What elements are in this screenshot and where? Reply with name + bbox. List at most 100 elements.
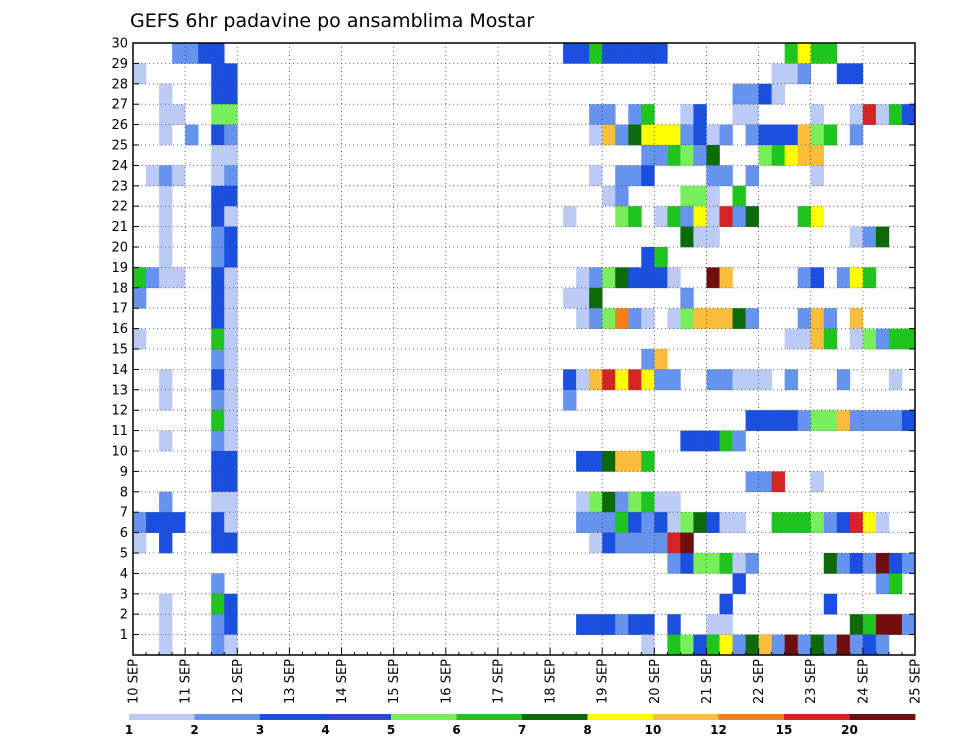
- heatmap-cell: [172, 43, 186, 64]
- heatmap-cell: [784, 43, 798, 64]
- heatmap-cell: [589, 512, 603, 533]
- heatmap-cell: [589, 165, 603, 187]
- heatmap-cell: [602, 267, 616, 289]
- heatmap-cell: [888, 614, 903, 635]
- heatmap-cell: [172, 165, 186, 187]
- colorbar-label: 20: [841, 723, 858, 737]
- heatmap-cell: [667, 369, 681, 391]
- heatmap-cell: [641, 634, 655, 656]
- heatmap-cell: [732, 185, 746, 207]
- heatmap-cell: [745, 634, 759, 656]
- y-tick-label: 13: [111, 383, 128, 398]
- heatmap-cell: [224, 165, 238, 187]
- heatmap-cell: [823, 410, 838, 431]
- heatmap-cell: [706, 206, 720, 227]
- heatmap-cell: [797, 512, 812, 533]
- heatmap-cell: [810, 328, 825, 350]
- heatmap-cell: [862, 226, 877, 248]
- heatmap-cell: [667, 553, 681, 574]
- heatmap-cell: [823, 512, 838, 533]
- colorbar-label: 15: [776, 723, 793, 737]
- heatmap-cell: [732, 512, 746, 533]
- heatmap-cell: [224, 491, 238, 513]
- heatmap-cell: [159, 247, 173, 268]
- heatmap-cell: [576, 308, 590, 329]
- heatmap-cell: [159, 369, 173, 391]
- heatmap-cell: [797, 267, 812, 289]
- heatmap-cell: [667, 532, 681, 554]
- y-axis-ticks: 1234567891011121314151617181920212223242…: [111, 37, 915, 643]
- heatmap-cell: [667, 512, 681, 533]
- heatmap-cell: [693, 553, 707, 574]
- heatmap-cell: [732, 553, 746, 574]
- heatmap-cell: [771, 471, 785, 493]
- heatmap-cell: [875, 104, 890, 125]
- heatmap-cell: [211, 185, 225, 207]
- heatmap-cell: [875, 328, 890, 350]
- heatmap-cell: [680, 185, 694, 207]
- heatmap-cell: [615, 185, 629, 207]
- heatmap-cell: [159, 512, 173, 533]
- heatmap-cell: [628, 614, 642, 635]
- heatmap-cell: [211, 43, 225, 64]
- y-tick-label: 15: [111, 343, 128, 358]
- heatmap-cell: [784, 124, 798, 146]
- y-tick-label: 5: [120, 547, 128, 562]
- x-tick-label: 11 SEP: [179, 659, 194, 704]
- heatmap-cell: [146, 512, 160, 533]
- x-axis-ticks: 10 SEP 11 SEP 12 SEP 13 SEP 14 SEP 15 SEP 16 S…: [127, 648, 924, 704]
- heatmap-cell: [654, 43, 668, 64]
- heatmap-cell: [224, 124, 238, 146]
- heatmap-cell: [693, 634, 707, 656]
- heatmap-cell: [901, 104, 916, 125]
- heatmap-cell: [784, 634, 798, 656]
- heatmap-cell: [615, 369, 629, 391]
- heatmap-cell: [159, 83, 173, 105]
- colorbar-label: 10: [645, 723, 662, 737]
- heatmap-cell: [615, 43, 629, 64]
- heatmap-cell: [810, 267, 825, 289]
- heatmap-cell: [198, 43, 212, 64]
- heatmap-cell: [224, 226, 238, 248]
- heatmap-cell: [224, 287, 238, 309]
- heatmap-cell: [797, 145, 812, 166]
- heatmap-cell: [745, 308, 759, 329]
- heatmap-cell: [706, 145, 720, 166]
- heatmap-cell: [224, 389, 238, 411]
- heatmap-cell: [641, 491, 655, 513]
- y-tick-label: 26: [111, 118, 128, 133]
- heatmap-cell: [576, 491, 590, 513]
- heatmap-cell: [901, 328, 916, 350]
- heatmap-cell: [732, 369, 746, 391]
- heatmap-cell: [849, 410, 864, 431]
- heatmap-cell: [628, 451, 642, 472]
- heatmap-cell: [146, 267, 160, 289]
- heatmap-cell: [810, 43, 825, 64]
- colorbar-swatch: [325, 714, 392, 720]
- y-tick-label: 12: [111, 404, 128, 419]
- heatmap-cell: [211, 83, 225, 105]
- heatmap-cell: [654, 512, 668, 533]
- heatmap-cell: [563, 369, 577, 391]
- heatmap-cell: [211, 451, 225, 472]
- heatmap-cell: [602, 491, 616, 513]
- heatmap-cell: [862, 553, 877, 574]
- heatmap-cell: [875, 410, 890, 431]
- heatmap-cell: [849, 328, 864, 350]
- heatmap-cell: [732, 634, 746, 656]
- heatmap-cell: [862, 104, 877, 125]
- heatmap-cell: [146, 165, 160, 187]
- heatmap-cell: [641, 267, 655, 289]
- heatmap-cell: [862, 512, 877, 533]
- heatmap-cell: [602, 124, 616, 146]
- heatmap-cell: [693, 206, 707, 227]
- x-tick-label: 18 SEP: [544, 659, 559, 704]
- y-tick-label: 28: [111, 77, 128, 92]
- heatmap-cell: [758, 410, 772, 431]
- heatmap-cell: [159, 634, 173, 656]
- heatmap-cell: [719, 165, 733, 187]
- heatmap-cell: [224, 267, 238, 289]
- heatmap-cell: [641, 369, 655, 391]
- heatmap-cell: [667, 124, 681, 146]
- heatmap-cell: [589, 451, 603, 472]
